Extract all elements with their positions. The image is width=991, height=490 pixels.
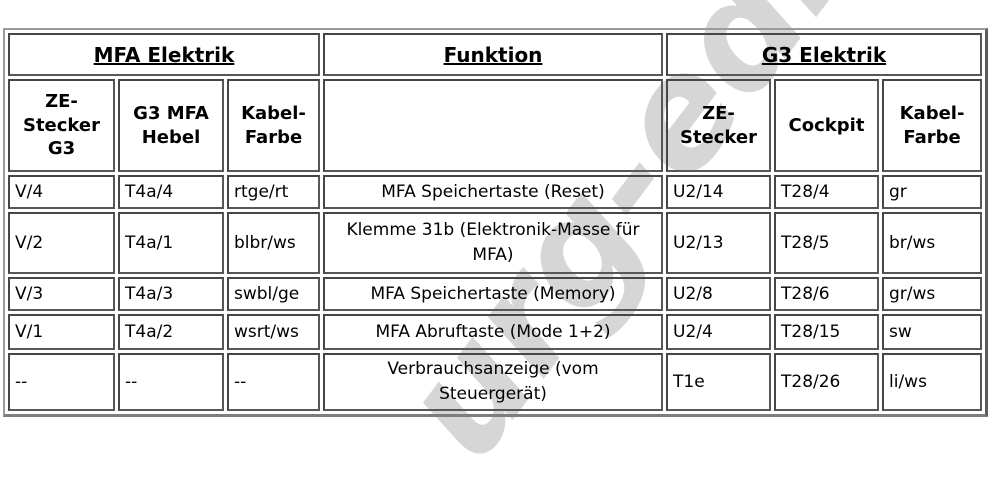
group-header-g3-elektrik-label: G3 Elektrik <box>761 42 887 67</box>
cell-ze-stecker: T1e <box>666 353 771 411</box>
group-header-mfa-elektrik: MFA Elektrik <box>8 33 320 76</box>
cell-cockpit: T28/6 <box>774 277 879 311</box>
cell-ze-stecker: U2/8 <box>666 277 771 311</box>
cell-funktion: Verbrauchsanzeige (vom Steuergerät) <box>323 353 663 411</box>
cell-ze-stecker-g3: V/4 <box>8 175 115 209</box>
wiring-table: MFA Elektrik Funktion G3 Elektrik ZE- St… <box>3 28 989 417</box>
group-header-row: MFA Elektrik Funktion G3 Elektrik <box>8 33 983 76</box>
column-header-cockpit: Cockpit <box>774 79 879 172</box>
group-header-funktion: Funktion <box>323 33 663 76</box>
column-header-ze-stecker: ZE- Stecker <box>666 79 771 172</box>
cell-ze-stecker-g3: -- <box>8 353 115 411</box>
cell-cockpit: T28/5 <box>774 212 879 274</box>
table-row: -- -- -- Verbrauchsanzeige (vom Steuerge… <box>8 353 983 411</box>
group-header-g3-elektrik: G3 Elektrik <box>666 33 983 76</box>
cell-kabel-farbe-g3: sw <box>882 314 983 350</box>
cell-kabel-farbe-mfa: -- <box>227 353 320 411</box>
cell-kabel-farbe-g3: li/ws <box>882 353 983 411</box>
cell-cockpit: T28/26 <box>774 353 879 411</box>
column-header-ze-stecker-g3: ZE- Stecker G3 <box>8 79 115 172</box>
cell-ze-stecker-g3: V/2 <box>8 212 115 274</box>
cell-funktion: MFA Abruftaste (Mode 1+2) <box>323 314 663 350</box>
group-header-mfa-elektrik-label: MFA Elektrik <box>93 42 235 67</box>
cell-kabel-farbe-mfa: wsrt/ws <box>227 314 320 350</box>
cell-funktion: Klemme 31b (Elektronik-Masse für MFA) <box>323 212 663 274</box>
cell-g3-mfa-hebel: T4a/2 <box>118 314 224 350</box>
cell-g3-mfa-hebel: T4a/1 <box>118 212 224 274</box>
cell-ze-stecker: U2/4 <box>666 314 771 350</box>
column-header-funktion-empty <box>323 79 663 172</box>
table-row: V/2 T4a/1 blbr/ws Klemme 31b (Elektronik… <box>8 212 983 274</box>
cell-ze-stecker: U2/13 <box>666 212 771 274</box>
group-header-funktion-label: Funktion <box>443 42 543 67</box>
cell-ze-stecker-g3: V/3 <box>8 277 115 311</box>
cell-kabel-farbe-mfa: swbl/ge <box>227 277 320 311</box>
cell-kabel-farbe-g3: gr <box>882 175 983 209</box>
cell-kabel-farbe-mfa: blbr/ws <box>227 212 320 274</box>
cell-ze-stecker: U2/14 <box>666 175 771 209</box>
cell-ze-stecker-g3: V/1 <box>8 314 115 350</box>
table-row: V/1 T4a/2 wsrt/ws MFA Abruftaste (Mode 1… <box>8 314 983 350</box>
cell-funktion: MFA Speichertaste (Reset) <box>323 175 663 209</box>
cell-kabel-farbe-g3: br/ws <box>882 212 983 274</box>
cell-cockpit: T28/4 <box>774 175 879 209</box>
column-header-kabel-farbe-g3: Kabel- Farbe <box>882 79 983 172</box>
cell-cockpit: T28/15 <box>774 314 879 350</box>
cell-funktion: MFA Speichertaste (Memory) <box>323 277 663 311</box>
column-header-kabel-farbe-mfa: Kabel- Farbe <box>227 79 320 172</box>
table-row: V/3 T4a/3 swbl/ge MFA Speichertaste (Mem… <box>8 277 983 311</box>
table-row: V/4 T4a/4 rtge/rt MFA Speichertaste (Res… <box>8 175 983 209</box>
column-header-row: ZE- Stecker G3 G3 MFA Hebel Kabel- Farbe… <box>8 79 983 172</box>
cell-g3-mfa-hebel: -- <box>118 353 224 411</box>
cell-g3-mfa-hebel: T4a/3 <box>118 277 224 311</box>
cell-g3-mfa-hebel: T4a/4 <box>118 175 224 209</box>
cell-kabel-farbe-g3: gr/ws <box>882 277 983 311</box>
cell-kabel-farbe-mfa: rtge/rt <box>227 175 320 209</box>
column-header-g3-mfa-hebel: G3 MFA Hebel <box>118 79 224 172</box>
